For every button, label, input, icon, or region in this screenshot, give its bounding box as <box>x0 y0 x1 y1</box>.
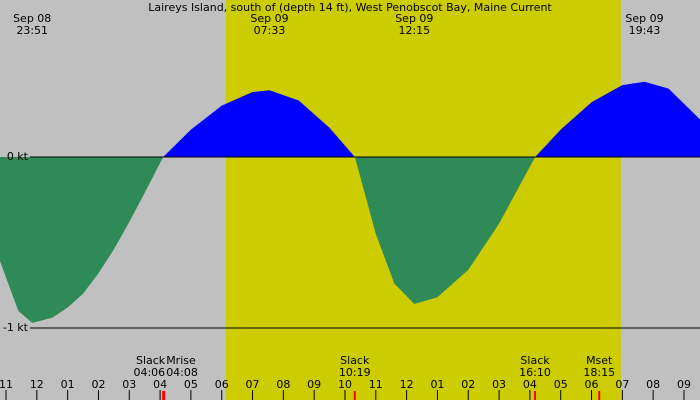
x-tick-label: 01 <box>430 378 444 391</box>
x-tick-label: 03 <box>122 378 136 391</box>
x-tick-label: 07 <box>615 378 629 391</box>
x-tick-label: 09 <box>307 378 321 391</box>
event-name: Slack <box>340 354 370 367</box>
x-tick-label: 01 <box>61 378 75 391</box>
event-time: 04:06 <box>133 366 165 379</box>
x-tick-label: 03 <box>492 378 506 391</box>
peak-time: 07:33 <box>254 24 286 37</box>
x-tick-label: 08 <box>276 378 290 391</box>
peak-date: Sep 09 <box>395 12 433 25</box>
peak-date: Sep 09 <box>250 12 288 25</box>
x-tick-label: 06 <box>585 378 599 391</box>
flood-area <box>535 81 700 157</box>
chart-title: Laireys Island, south of (depth 14 ft), … <box>148 1 552 14</box>
y-tick-label: 0 kt <box>7 150 29 163</box>
flood-area <box>163 90 355 157</box>
x-tick-label: 08 <box>646 378 660 391</box>
peak-date: Sep 09 <box>625 12 663 25</box>
x-tick-label: 05 <box>554 378 568 391</box>
x-tick-label: 10 <box>338 378 352 391</box>
x-tick-label: 09 <box>677 378 691 391</box>
peak-date: Sep 08 <box>13 12 51 25</box>
peak-time: 23:51 <box>16 24 48 37</box>
event-time: 10:19 <box>339 366 371 379</box>
x-tick-label: 02 <box>91 378 105 391</box>
x-tick-label: 11 <box>369 378 383 391</box>
event-name: Slack <box>520 354 550 367</box>
x-tick-label: 11 <box>0 378 13 391</box>
x-tick-label: 04 <box>153 378 167 391</box>
x-tick-label: 04 <box>523 378 537 391</box>
x-tick-label: 12 <box>30 378 44 391</box>
event-time: 18:15 <box>583 366 615 379</box>
event-name: Mrise <box>166 354 196 367</box>
event-name: Mset <box>586 354 613 367</box>
ebb-area <box>0 156 164 323</box>
x-tick-label: 06 <box>215 378 229 391</box>
x-tick-label: 12 <box>400 378 414 391</box>
event-name: Slack <box>136 354 166 367</box>
peak-time: 19:43 <box>629 24 661 37</box>
x-tick-label: 07 <box>246 378 260 391</box>
y-tick-label: -1 kt <box>3 321 29 334</box>
peak-time: 12:15 <box>398 24 430 37</box>
x-tick-label: 02 <box>461 378 475 391</box>
x-tick-label: 05 <box>184 378 198 391</box>
event-time: 16:10 <box>519 366 551 379</box>
event-time: 04:08 <box>166 366 198 379</box>
ebb-area <box>354 156 536 305</box>
